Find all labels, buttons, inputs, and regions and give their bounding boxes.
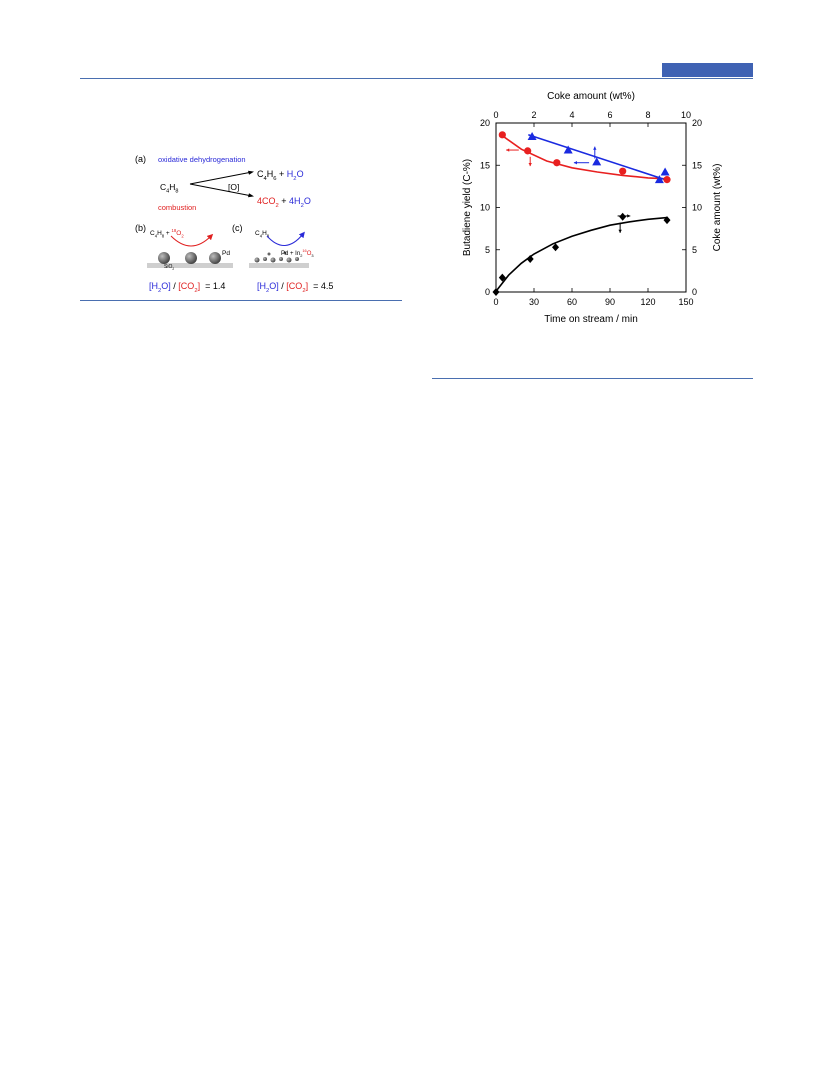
fit-curve-triangle — [528, 134, 666, 181]
data-point-circle — [524, 147, 532, 155]
x-tick-label: 90 — [605, 297, 615, 307]
x2-axis-title: Coke amount (wt%) — [547, 91, 635, 102]
data-point-diamond — [498, 273, 506, 282]
black-right-arrow-head — [627, 214, 631, 218]
scheme-label-b: (b) — [135, 223, 146, 233]
x-tick-label: 30 — [529, 297, 539, 307]
data-point-diamond — [619, 212, 627, 221]
blue-up-arrow-head — [593, 146, 597, 150]
x2-tick-label: 2 — [531, 110, 536, 120]
data-point-circle — [498, 131, 506, 139]
data-point-triangle — [660, 167, 670, 176]
left-figure-rule — [80, 300, 402, 301]
ratio-b: [H2O] / [CO2] = 1.4 — [149, 281, 226, 294]
data-point-circle — [663, 176, 671, 184]
x2-tick-label: 8 — [645, 110, 650, 120]
y2-tick-label: 20 — [692, 118, 702, 128]
data-point-circle — [619, 167, 627, 175]
combustion-label: combustion — [158, 203, 197, 212]
plot-frame — [495, 122, 687, 293]
ratio-c: [H2O] / [CO2] = 4.5 — [257, 281, 334, 294]
reaction-arrows — [189, 170, 254, 198]
y-tick-label: 10 — [480, 203, 490, 213]
pd-silica-surface — [147, 233, 233, 268]
scheme-label-c: (c) — [232, 223, 243, 233]
y2-tick-label: 10 — [692, 203, 702, 213]
fit-curve-diamond — [495, 216, 668, 292]
y2-axis-title: Coke amount (wt%) — [712, 164, 723, 252]
y-axis-title: Butadiene yield (C-%) — [462, 159, 473, 256]
y2-tick-label: 5 — [692, 245, 697, 255]
data-point-triangle — [527, 132, 537, 141]
x2-tick-label: 10 — [681, 110, 691, 120]
data-point-circle — [553, 159, 561, 167]
y-tick-label: 15 — [480, 160, 490, 170]
b-reactants: C4H8 + 18O2 — [150, 227, 184, 239]
y-tick-label: 0 — [485, 287, 490, 297]
data-point-diamond — [663, 216, 671, 225]
c-catalyst-label: Pd + In216O3 — [281, 248, 314, 259]
data-point-triangle — [654, 175, 664, 184]
oxidant-label: [O] — [228, 182, 240, 192]
oxidative-label: oxidative dehydrogenation — [158, 155, 246, 164]
black-down-arrow-head — [618, 229, 622, 233]
product-combustion: 4CO2 + 4H2O — [257, 196, 311, 209]
right-figure-rule — [432, 378, 753, 379]
x2-tick-label: 0 — [493, 110, 498, 120]
reactant-butene: C4H8 — [160, 182, 179, 195]
x-tick-label: 60 — [567, 297, 577, 307]
b-support-label: SiO2 — [164, 264, 175, 271]
x-tick-label: 0 — [493, 297, 498, 307]
y2-tick-label: 15 — [692, 160, 702, 170]
y-tick-label: 5 — [485, 245, 490, 255]
red-left-arrow-head — [506, 148, 510, 152]
b-metal-label: Pd — [222, 250, 230, 257]
data-point-triangle — [563, 145, 573, 154]
x2-tick-label: 6 — [607, 110, 612, 120]
pd-indium-oxide-surface — [249, 231, 309, 268]
data-point-diamond — [552, 243, 560, 252]
x-axis-title: Time on stream / min — [544, 314, 638, 325]
blue-left-arrow-head — [573, 161, 577, 165]
data-point-triangle — [592, 157, 602, 166]
y2-tick-label: 0 — [692, 287, 697, 297]
red-down-arrow-head — [528, 163, 532, 167]
x2-tick-label: 4 — [569, 110, 574, 120]
x-tick-label: 120 — [640, 297, 655, 307]
product-butadiene: C4H6 + H2O — [257, 169, 304, 182]
scheme-label-a: (a) — [135, 154, 146, 164]
c-reactant: C4H8 — [255, 230, 270, 239]
header-rule — [80, 78, 753, 79]
x-tick-label: 150 — [678, 297, 693, 307]
header-tab — [662, 63, 753, 77]
data-point-diamond — [526, 255, 534, 264]
y-tick-label: 20 — [480, 118, 490, 128]
